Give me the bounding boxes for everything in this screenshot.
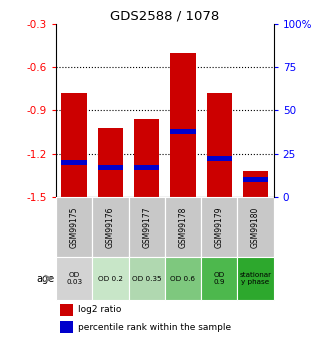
Bar: [207, 93, 232, 197]
Bar: [134, 119, 159, 197]
Bar: [92, 197, 128, 257]
Text: GSM99176: GSM99176: [106, 206, 115, 248]
Bar: [165, 257, 201, 300]
Text: log2 ratio: log2 ratio: [78, 305, 121, 314]
Text: age: age: [36, 274, 54, 284]
Text: percentile rank within the sample: percentile rank within the sample: [78, 323, 231, 332]
Text: GSM99179: GSM99179: [215, 206, 224, 248]
Text: OD 0.35: OD 0.35: [132, 276, 161, 282]
Bar: [98, 165, 123, 170]
Bar: [237, 197, 274, 257]
Bar: [61, 93, 87, 197]
Bar: [237, 257, 274, 300]
Bar: [170, 53, 196, 197]
Bar: [92, 257, 128, 300]
Text: GSM99175: GSM99175: [70, 206, 79, 248]
Bar: [61, 159, 87, 165]
Text: stationar
y phase: stationar y phase: [239, 272, 272, 285]
Bar: [56, 257, 92, 300]
Bar: [170, 128, 196, 134]
Bar: [243, 177, 268, 182]
Bar: [128, 197, 165, 257]
Bar: [207, 156, 232, 161]
Bar: [56, 197, 92, 257]
Title: GDS2588 / 1078: GDS2588 / 1078: [110, 10, 220, 23]
Bar: [128, 257, 165, 300]
Text: GSM99180: GSM99180: [251, 206, 260, 247]
Bar: [201, 197, 237, 257]
Text: GSM99178: GSM99178: [179, 206, 188, 247]
Bar: [134, 165, 159, 170]
Text: OD 0.6: OD 0.6: [170, 276, 196, 282]
Bar: [98, 128, 123, 197]
Bar: [165, 197, 201, 257]
Bar: [60, 321, 73, 333]
Text: OD
0.9: OD 0.9: [214, 272, 225, 285]
Text: OD
0.03: OD 0.03: [66, 272, 82, 285]
Bar: [243, 171, 268, 197]
Text: GSM99177: GSM99177: [142, 206, 151, 248]
Text: OD 0.2: OD 0.2: [98, 276, 123, 282]
Bar: [60, 304, 73, 316]
Bar: [201, 257, 237, 300]
